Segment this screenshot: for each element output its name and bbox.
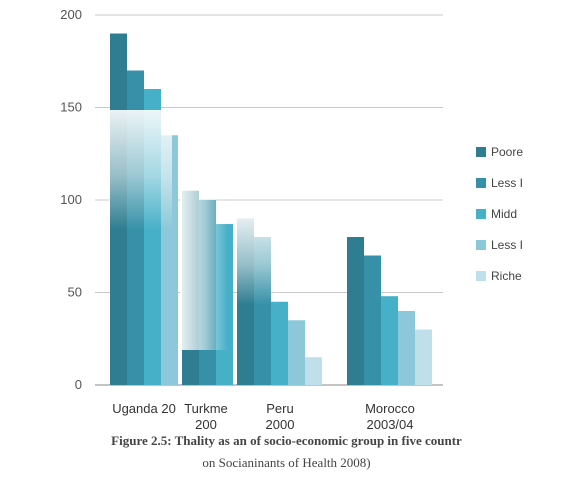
bar: [381, 296, 398, 385]
legend-label: Midd: [491, 207, 517, 221]
bar: [364, 255, 381, 385]
y-tick-label: 150: [60, 100, 82, 115]
bar: [398, 311, 415, 385]
legend-label: Poore: [491, 145, 523, 159]
y-tick-label: 0: [75, 377, 82, 392]
legend-swatch: [476, 271, 486, 281]
legend: Poore Less I Midd Less I Riche: [476, 145, 523, 283]
figure-caption-line2: on Socianinants of Health 2008): [202, 455, 371, 470]
legend-label: Riche: [491, 269, 522, 283]
fade-overlay-1: [108, 110, 172, 230]
bar: [288, 320, 305, 385]
x-tick-label: Turkme: [184, 401, 228, 416]
y-tick-label: 100: [60, 192, 82, 207]
x-tick-label: Peru: [266, 401, 293, 416]
legend-swatch: [476, 147, 486, 157]
bar: [305, 357, 322, 385]
legend-label: Less I: [491, 176, 523, 190]
fade-overlay-2: [180, 190, 228, 350]
y-tick-label: 50: [68, 285, 82, 300]
x-tick-label: Uganda 20: [112, 401, 176, 416]
x-tick-label: 200: [195, 417, 217, 432]
bar: [415, 329, 432, 385]
y-tick-label: 200: [60, 7, 82, 22]
fade-overlays: [108, 110, 280, 350]
bar: [347, 237, 364, 385]
legend-label: Less I: [491, 238, 523, 252]
x-tick-label: 2000: [266, 417, 295, 432]
y-axis-ticks: 0 50 100 150 200: [60, 7, 82, 392]
legend-swatch: [476, 178, 486, 188]
legend-swatch: [476, 209, 486, 219]
fade-overlay-3: [236, 215, 280, 305]
legend-swatch: [476, 240, 486, 250]
x-tick-label: 2003/04: [367, 417, 414, 432]
figure-caption-line1: Figure 2.5: Thality as an of socio-econo…: [111, 433, 462, 448]
bar: [271, 301, 288, 385]
x-tick-label: Morocco: [365, 401, 415, 416]
